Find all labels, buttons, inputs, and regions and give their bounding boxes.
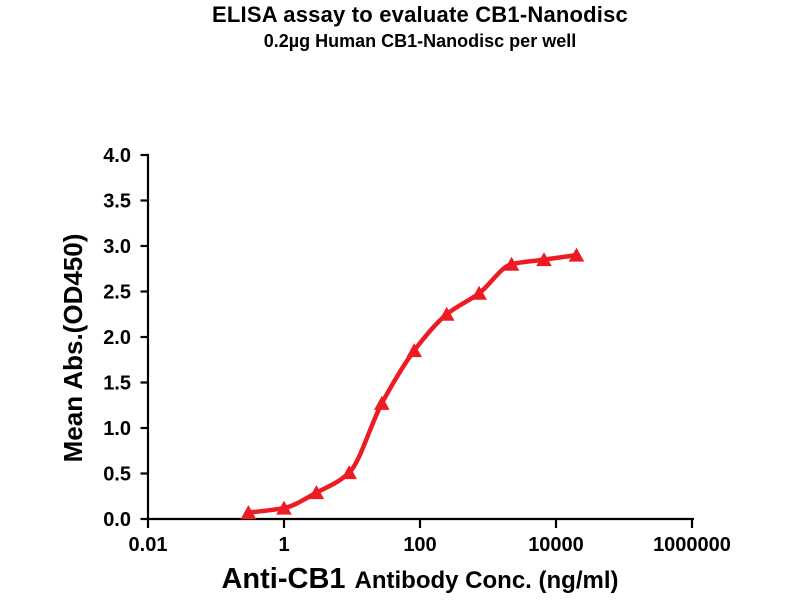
triangle-marker (438, 306, 455, 321)
triangle-marker (276, 500, 292, 515)
x-tick-label: 0.01 (129, 534, 168, 556)
x-tick-label: 10000 (528, 534, 584, 556)
triangle-marker (503, 256, 520, 271)
y-tick-label: 0.5 (103, 464, 131, 486)
y-tick-label: 2.5 (103, 282, 131, 304)
x-tick-label: 1 (278, 534, 289, 556)
data-point-markers (240, 247, 585, 520)
triangle-marker (341, 465, 357, 480)
y-axis-ticks: 0.0 0.5 1.0 1.5 2.0 2.5 3.0 3.5 4.0 (103, 145, 148, 531)
triangle-marker (374, 395, 390, 410)
dose-response-series (240, 247, 585, 520)
title-block: ELISA assay to evaluate CB1-Nanodisc 0.2… (40, 2, 800, 51)
fit-curve (246, 252, 579, 515)
triangle-marker (471, 285, 487, 300)
triangle-marker (536, 252, 552, 267)
chart-title: ELISA assay to evaluate CB1-Nanodisc (212, 2, 628, 27)
triangle-marker (406, 343, 422, 358)
y-tick-label: 3.5 (103, 191, 131, 213)
y-tick-label: 0.0 (103, 509, 131, 531)
x-axis-label-unit: Antibody Conc. (ng/ml) (354, 567, 619, 594)
triangle-marker (240, 505, 257, 520)
x-axis-label: Anti-CB1 Antibody Conc. (ng/ml) (40, 563, 800, 596)
y-tick-label: 4.0 (103, 145, 131, 167)
x-tick-label: 100 (403, 534, 436, 556)
chart-subtitle: 0.2µg Human CB1-Nanodisc per well (263, 31, 577, 51)
triangle-marker (568, 247, 585, 262)
y-tick-label: 1.5 (103, 373, 131, 395)
x-axis-ticks: 0.01 1 100 10000 1000000 (129, 519, 731, 556)
x-axis-label-main: Anti-CB1 (221, 563, 346, 595)
x-tick-label: 1000000 (653, 534, 731, 556)
y-axis-title: Mean Abs.(OD450) (58, 234, 88, 463)
y-tick-label: 3.0 (103, 236, 131, 258)
y-tick-label: 1.0 (103, 418, 131, 440)
triangle-marker (308, 485, 325, 500)
y-tick-label: 2.0 (103, 327, 131, 349)
